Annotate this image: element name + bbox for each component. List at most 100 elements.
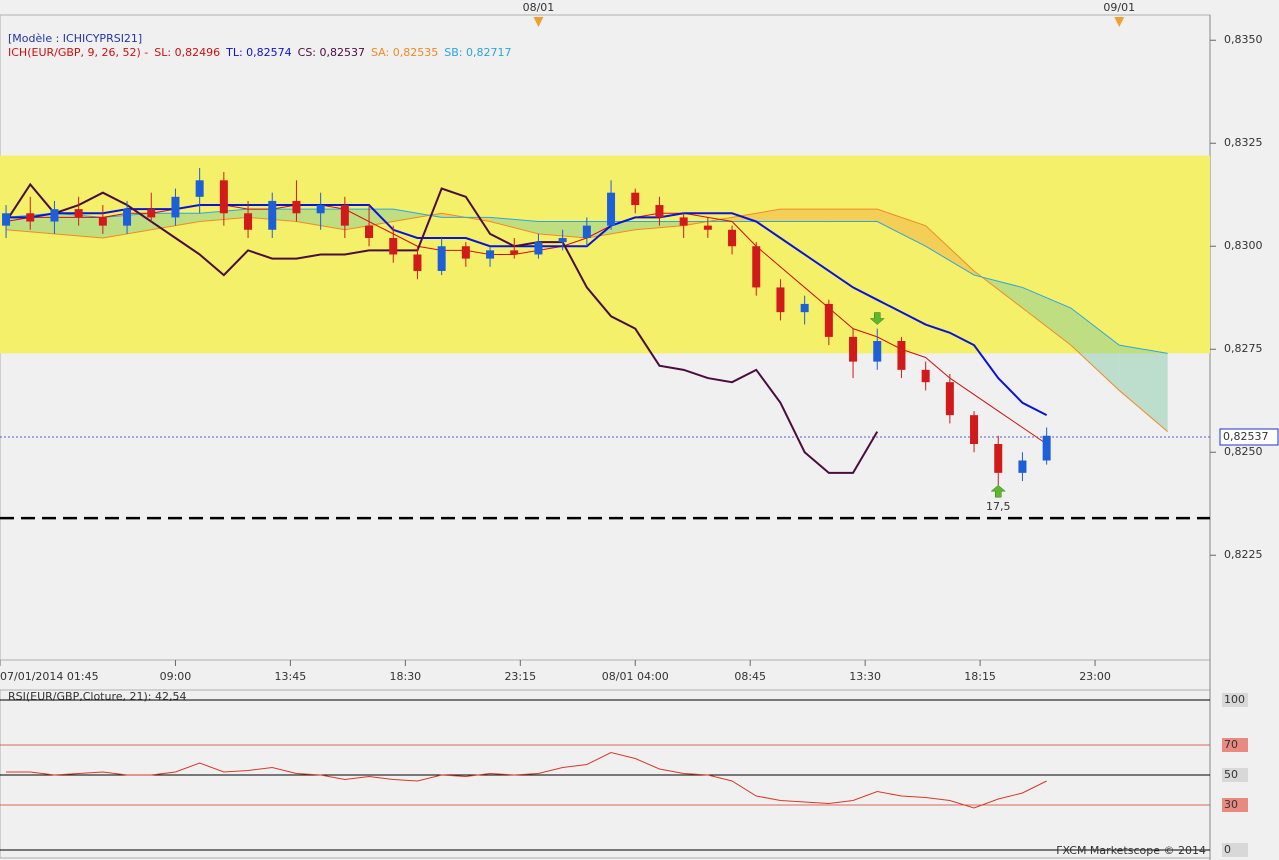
legend-item: CS: 0,82537 bbox=[297, 46, 365, 59]
rsi-tick-box bbox=[1222, 738, 1248, 752]
cloud-segment bbox=[393, 209, 442, 222]
signal-arrow bbox=[990, 484, 1006, 498]
last-price-label: 0,82537 bbox=[1223, 430, 1269, 443]
candle-body bbox=[316, 205, 325, 214]
candle-body bbox=[219, 180, 228, 214]
candle-body bbox=[123, 209, 132, 226]
rsi-tick-label: 100 bbox=[1224, 693, 1245, 706]
legend-item: SL: 0,82496 bbox=[154, 46, 221, 59]
rsi-tick-label: 50 bbox=[1224, 768, 1238, 781]
candle-body bbox=[510, 250, 519, 255]
candle-body bbox=[26, 213, 35, 222]
rsi-tick-label: 0 bbox=[1224, 843, 1231, 856]
candle-body bbox=[679, 217, 688, 226]
x-tick-label: 08:45 bbox=[734, 670, 766, 683]
legend: [Modèle : ICHICYPRSI21] ICH(EUR/GBP, 9, 2… bbox=[8, 32, 517, 60]
x-tick-label: 18:30 bbox=[389, 670, 421, 683]
candle-body bbox=[631, 192, 640, 206]
candle-body bbox=[147, 209, 156, 218]
candle-body bbox=[413, 254, 422, 271]
signal-label: 17,5 bbox=[986, 500, 1011, 513]
rsi-tick-box bbox=[1222, 843, 1248, 857]
candle-body bbox=[389, 238, 398, 255]
candle-body bbox=[776, 287, 785, 313]
candle-body bbox=[195, 180, 204, 197]
candle-body bbox=[461, 246, 470, 259]
cloud-segment bbox=[1022, 287, 1071, 346]
day-marker bbox=[533, 17, 544, 27]
candle-body bbox=[800, 303, 809, 313]
x-tick-label: 07/01/2014 01:45 bbox=[0, 670, 99, 683]
last-price-box bbox=[1219, 428, 1279, 446]
candle-body bbox=[728, 229, 737, 247]
candle-body bbox=[486, 250, 495, 259]
rsi-tick-box bbox=[1222, 798, 1248, 812]
y-tick-label: 0,8325 bbox=[1224, 136, 1263, 149]
signal-arrow bbox=[869, 312, 885, 325]
candle-body bbox=[292, 200, 301, 214]
y-tick-label: 0,8225 bbox=[1224, 548, 1263, 561]
candle-body bbox=[171, 196, 180, 218]
x-tick-label: 23:00 bbox=[1079, 670, 1111, 683]
day-marker-label: 09/01 bbox=[1103, 1, 1135, 14]
candle-body bbox=[655, 205, 664, 218]
candle-body bbox=[74, 209, 83, 218]
candle-body bbox=[873, 341, 882, 362]
cloud-segment bbox=[586, 221, 636, 238]
x-tick-label: 13:45 bbox=[275, 670, 307, 683]
rsi-line bbox=[6, 751, 1047, 809]
candle-body bbox=[2, 213, 11, 226]
legend-model: [Modèle : ICHICYPRSI21] bbox=[8, 32, 517, 46]
x-tick-label: 09:00 bbox=[160, 670, 192, 683]
legend-item: SA: 0,82535 bbox=[371, 46, 439, 59]
day-marker-label: 08/01 bbox=[523, 1, 555, 14]
x-tick-label: 23:15 bbox=[504, 670, 536, 683]
candle-body bbox=[534, 242, 543, 255]
candle-body bbox=[340, 205, 349, 226]
candle-body bbox=[994, 444, 1003, 473]
candle-body bbox=[921, 369, 930, 383]
legend-values: ICH(EUR/GBP, 9, 26, 52) - SL: 0,82496 TL: … bbox=[8, 46, 517, 60]
candle-body bbox=[849, 336, 858, 362]
legend-item: ICH(EUR/GBP, 9, 26, 52) - bbox=[8, 46, 149, 59]
candle-body bbox=[752, 246, 761, 288]
rsi-title: RSI(EUR/GBP,Cloture, 21): 42,54 bbox=[8, 690, 187, 703]
candle-body bbox=[365, 225, 374, 238]
candle-body bbox=[268, 200, 277, 230]
candle-body bbox=[897, 341, 906, 370]
cloud-segment bbox=[877, 209, 926, 247]
cloud-segment bbox=[1119, 345, 1168, 432]
rsi-tick-label: 70 bbox=[1224, 738, 1238, 751]
legend-item: SB: 0,82717 bbox=[444, 46, 512, 59]
day-marker bbox=[1114, 17, 1125, 27]
highlight-band bbox=[0, 155, 1210, 354]
y-tick-label: 0,8350 bbox=[1224, 33, 1263, 46]
indicator-line bbox=[6, 204, 1048, 417]
candle-body bbox=[1042, 435, 1051, 461]
rsi-tick-box bbox=[1222, 693, 1248, 707]
candle-body bbox=[1018, 460, 1027, 473]
candle-body bbox=[98, 217, 107, 226]
cloud-segment bbox=[828, 209, 878, 222]
y-tick-label: 0,8300 bbox=[1224, 239, 1263, 252]
x-tick-label: 13:30 bbox=[849, 670, 881, 683]
cloud-segment bbox=[1070, 308, 1120, 391]
candle-body bbox=[970, 415, 979, 444]
candle-body bbox=[703, 225, 712, 230]
candle-body bbox=[437, 246, 446, 271]
legend-item: TL: 0,82574 bbox=[226, 46, 292, 59]
y-tick-label: 0,8275 bbox=[1224, 342, 1263, 355]
rsi-area bbox=[0, 689, 1211, 859]
cloud-segment bbox=[780, 209, 829, 222]
candle-body bbox=[582, 225, 591, 238]
y-tick-label: 0,8250 bbox=[1224, 445, 1263, 458]
candle-body bbox=[607, 192, 616, 226]
model-name: [Modèle : ICHICYPRSI21] bbox=[8, 32, 143, 45]
footer: FXCM Marketscope © 2014 bbox=[1056, 844, 1206, 857]
x-tick-label: 08/01 04:00 bbox=[602, 670, 669, 683]
candle-body bbox=[50, 209, 59, 222]
rsi-tick-box bbox=[1222, 768, 1248, 782]
cloud-segment bbox=[490, 217, 539, 234]
